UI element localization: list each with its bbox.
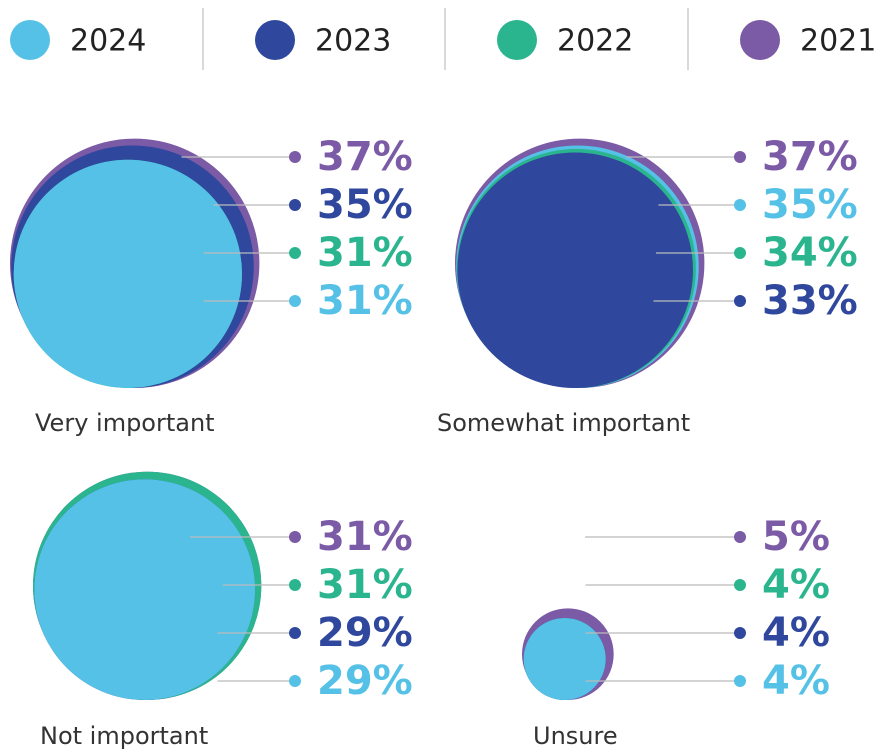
bubble [523,618,606,700]
label-dot [734,675,746,687]
label-dot [734,627,746,639]
legend-swatch [740,20,780,60]
label-dot [734,247,746,259]
legend-label: 2021 [800,24,876,59]
category-label: Unsure [533,722,618,750]
label-dot [289,247,301,259]
value-label: 29% [317,610,413,656]
bubble [34,479,256,700]
value-label: 5% [762,514,830,560]
label-dot [289,579,301,591]
value-label: 29% [317,658,413,704]
label-dot [289,627,301,639]
bubble [13,159,242,388]
label-dot [289,151,301,163]
value-label: 4% [762,562,830,608]
category-label: Not important [40,722,208,750]
value-label: 4% [762,610,830,656]
value-label: 31% [317,562,413,608]
value-label: 31% [317,230,413,276]
label-dot [734,199,746,211]
value-label: 37% [762,134,858,180]
legend-label: 2022 [557,24,633,59]
category-label: Somewhat important [437,409,690,437]
label-dot [734,579,746,591]
value-label: 37% [317,134,413,180]
legend-swatch [497,20,537,60]
label-dot [289,675,301,687]
legend-swatch [10,20,50,60]
bubble [457,152,693,388]
label-dot [289,531,301,543]
legend-label: 2023 [315,24,391,59]
value-label: 35% [317,182,413,228]
legend-swatch [255,20,295,60]
value-label: 34% [762,230,858,276]
value-label: 35% [762,182,858,228]
value-label: 4% [762,658,830,704]
value-label: 31% [317,514,413,560]
label-dot [289,295,301,307]
label-dot [734,295,746,307]
label-dot [734,531,746,543]
value-label: 33% [762,278,858,324]
label-dot [289,199,301,211]
legend-label: 2024 [70,24,146,59]
value-label: 31% [317,278,413,324]
label-dot [734,151,746,163]
category-label: Very important [35,409,215,437]
